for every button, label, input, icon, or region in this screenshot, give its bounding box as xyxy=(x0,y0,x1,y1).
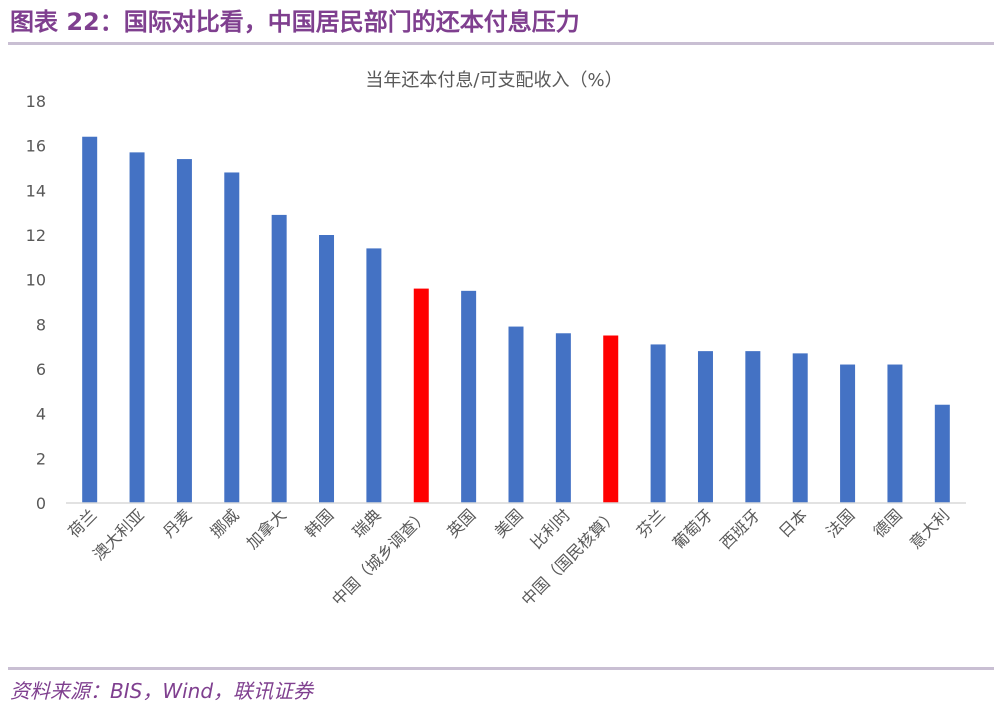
bar-17 xyxy=(887,364,903,503)
x-tick-label: 挪威 xyxy=(207,505,243,541)
bar-14 xyxy=(745,351,761,503)
x-tick-label: 丹麦 xyxy=(159,505,195,541)
bar-7 xyxy=(413,288,429,503)
bar-1 xyxy=(129,152,145,503)
bar-18 xyxy=(934,404,950,503)
x-tick-label: 英国 xyxy=(443,505,479,541)
x-tick-label: 瑞典 xyxy=(349,505,385,541)
x-tick-label: 韩国 xyxy=(301,505,337,541)
x-tick-label: 意大利 xyxy=(906,505,953,552)
bar-12 xyxy=(650,344,666,503)
bar-4 xyxy=(271,214,287,503)
title-divider xyxy=(8,42,994,45)
x-tick-label: 德国 xyxy=(870,505,906,541)
bars xyxy=(82,136,950,504)
bar-11 xyxy=(603,335,619,503)
y-tick-label: 6 xyxy=(36,360,46,379)
bar-6 xyxy=(366,248,382,503)
bar-0 xyxy=(82,136,98,503)
y-tick-label: 14 xyxy=(26,181,46,200)
bar-10 xyxy=(555,333,571,503)
bar-5 xyxy=(319,235,335,503)
y-tick-label: 4 xyxy=(36,405,46,424)
bar-16 xyxy=(840,364,856,503)
x-tick-label: 葡萄牙 xyxy=(669,505,716,552)
x-tick-label: 加拿大 xyxy=(243,505,290,552)
y-tick-label: 8 xyxy=(36,315,46,334)
source-note: 资料来源：BIS，Wind，联讯证券 xyxy=(10,679,314,703)
chart-title: 当年还本付息/可支配收入（%） xyxy=(365,70,622,91)
x-tick-label: 日本 xyxy=(775,505,811,541)
x-tick-label: 西班牙 xyxy=(716,505,763,552)
bar-13 xyxy=(697,351,713,503)
bar-3 xyxy=(224,172,240,503)
y-tick-label: 16 xyxy=(26,137,46,156)
bar-9 xyxy=(508,326,524,503)
y-tick-label: 2 xyxy=(36,449,46,468)
y-tick-label: 18 xyxy=(26,92,46,111)
bar-8 xyxy=(461,290,477,503)
bar-15 xyxy=(792,353,808,503)
y-tick-label: 10 xyxy=(26,271,46,290)
x-tick-label: 荷兰 xyxy=(64,505,100,541)
x-tick-label: 法国 xyxy=(822,505,858,541)
figure-title: 图表 22：国际对比看，中国居民部门的还本付息压力 xyxy=(10,8,580,36)
bar-2 xyxy=(176,159,192,504)
x-tick-label: 美国 xyxy=(491,505,527,541)
x-tick-label: 芬兰 xyxy=(633,505,669,541)
y-tick-label: 0 xyxy=(36,494,46,513)
x-tick-label: 澳大利亚 xyxy=(89,505,148,564)
source-divider xyxy=(8,667,994,670)
y-axis-ticks: 0 2 4 6 8 10 12 14 16 18 xyxy=(26,92,46,513)
y-tick-label: 12 xyxy=(26,226,46,245)
